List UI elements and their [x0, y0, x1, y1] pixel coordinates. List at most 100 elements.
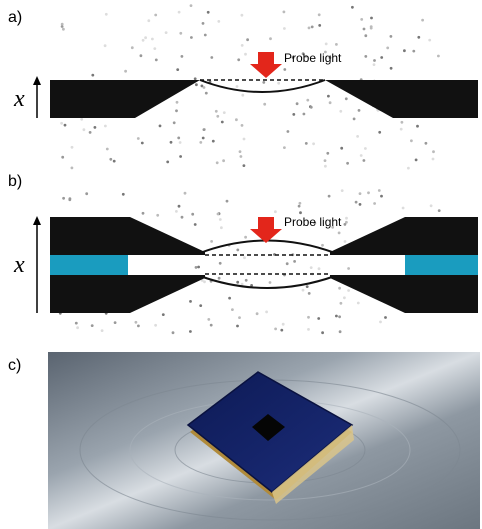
gas-particle	[286, 262, 289, 265]
gas-particle	[62, 197, 65, 200]
gas-particle	[438, 209, 441, 212]
gas-particle	[339, 110, 342, 113]
gas-particle	[218, 277, 221, 280]
gas-particle	[194, 223, 197, 226]
panel-label: b)	[8, 173, 22, 190]
gas-particle	[241, 124, 244, 127]
gas-particle	[308, 292, 311, 295]
gas-particle	[151, 38, 154, 41]
gas-particle	[358, 109, 361, 112]
gas-particle	[114, 321, 117, 324]
gas-particle	[210, 324, 213, 327]
gas-particle	[356, 135, 359, 138]
gas-particle	[219, 262, 222, 265]
gas-particle	[241, 14, 244, 17]
gas-particle	[390, 67, 393, 70]
gas-particle	[318, 24, 321, 27]
gas-particle	[237, 58, 240, 61]
gas-particle	[277, 82, 280, 85]
gas-particle	[305, 142, 308, 145]
gas-particle	[243, 138, 246, 141]
gas-particle	[324, 159, 327, 162]
gas-particle	[131, 46, 134, 49]
gas-particle	[179, 32, 182, 35]
gas-particle	[339, 330, 342, 333]
gas-particle	[140, 54, 143, 57]
gas-particle	[203, 280, 206, 283]
gas-particle	[173, 121, 176, 124]
gas-particle	[412, 50, 415, 53]
gas-particle	[345, 97, 348, 100]
gas-particle	[430, 204, 433, 207]
gas-particle	[379, 321, 382, 324]
gas-particle	[156, 214, 159, 217]
gas-particle	[178, 11, 181, 14]
gas-particle	[141, 142, 144, 145]
gas-particle	[403, 49, 406, 52]
gas-particle	[144, 36, 147, 39]
gas-particle	[293, 260, 296, 263]
gas-particle	[307, 316, 310, 319]
gas-particle	[94, 126, 97, 129]
gas-particle	[335, 315, 338, 318]
gas-particle	[175, 210, 178, 213]
gas-particle	[327, 95, 330, 98]
substrate	[50, 275, 205, 313]
gas-particle	[346, 162, 349, 165]
gas-particle	[373, 59, 376, 62]
gas-particle	[175, 109, 178, 112]
gas-particle	[166, 161, 169, 164]
gas-particle	[207, 11, 210, 14]
gas-particle	[343, 296, 346, 299]
gas-particle	[338, 287, 341, 290]
gas-particle	[306, 285, 309, 288]
gas-particle	[308, 27, 311, 30]
gas-particle	[302, 289, 305, 292]
gas-particle	[425, 142, 428, 145]
gas-particle	[235, 118, 238, 121]
gas-particle	[219, 218, 222, 221]
gas-particle	[177, 137, 180, 140]
gas-particle	[244, 236, 247, 239]
gas-particle	[61, 23, 64, 26]
gas-particle	[340, 302, 343, 305]
gas-particle	[364, 147, 367, 150]
gas-particle	[299, 211, 302, 214]
gas-particle	[191, 213, 194, 216]
gas-particle	[243, 164, 246, 167]
gas-particle	[364, 55, 367, 58]
gas-particle	[351, 6, 354, 9]
gas-particle	[307, 328, 310, 331]
axis-arrowhead	[33, 76, 41, 85]
page: a) Probe light x b) Probe light x c) (()…	[0, 0, 482, 529]
gas-particle	[202, 137, 205, 140]
gas-particle	[417, 36, 420, 39]
gas-particle	[210, 240, 213, 243]
gas-particle	[410, 139, 413, 142]
gas-particle	[199, 304, 202, 307]
gas-particle	[321, 244, 324, 247]
gas-particle	[384, 316, 387, 319]
gas-particle	[269, 37, 272, 40]
gas-particle	[89, 131, 92, 134]
gas-particle	[153, 47, 156, 50]
gas-particle	[71, 167, 74, 170]
gas-particle	[62, 28, 65, 31]
gas-particle	[306, 99, 309, 102]
gas-particle	[71, 146, 74, 149]
gas-particle	[437, 55, 440, 58]
gas-particle	[142, 212, 145, 215]
gas-particle	[386, 47, 389, 50]
gas-particle	[155, 59, 158, 62]
gas-particle	[124, 70, 127, 73]
gas-particle	[64, 124, 67, 127]
gas-particle	[407, 167, 410, 170]
substrate	[50, 217, 205, 255]
substrate	[325, 80, 478, 118]
gas-particle	[338, 232, 341, 235]
gas-particle	[283, 68, 286, 71]
gas-particle	[217, 213, 220, 216]
gas-particle	[104, 125, 107, 128]
gas-particle	[154, 324, 157, 327]
gas-particle	[318, 13, 321, 16]
